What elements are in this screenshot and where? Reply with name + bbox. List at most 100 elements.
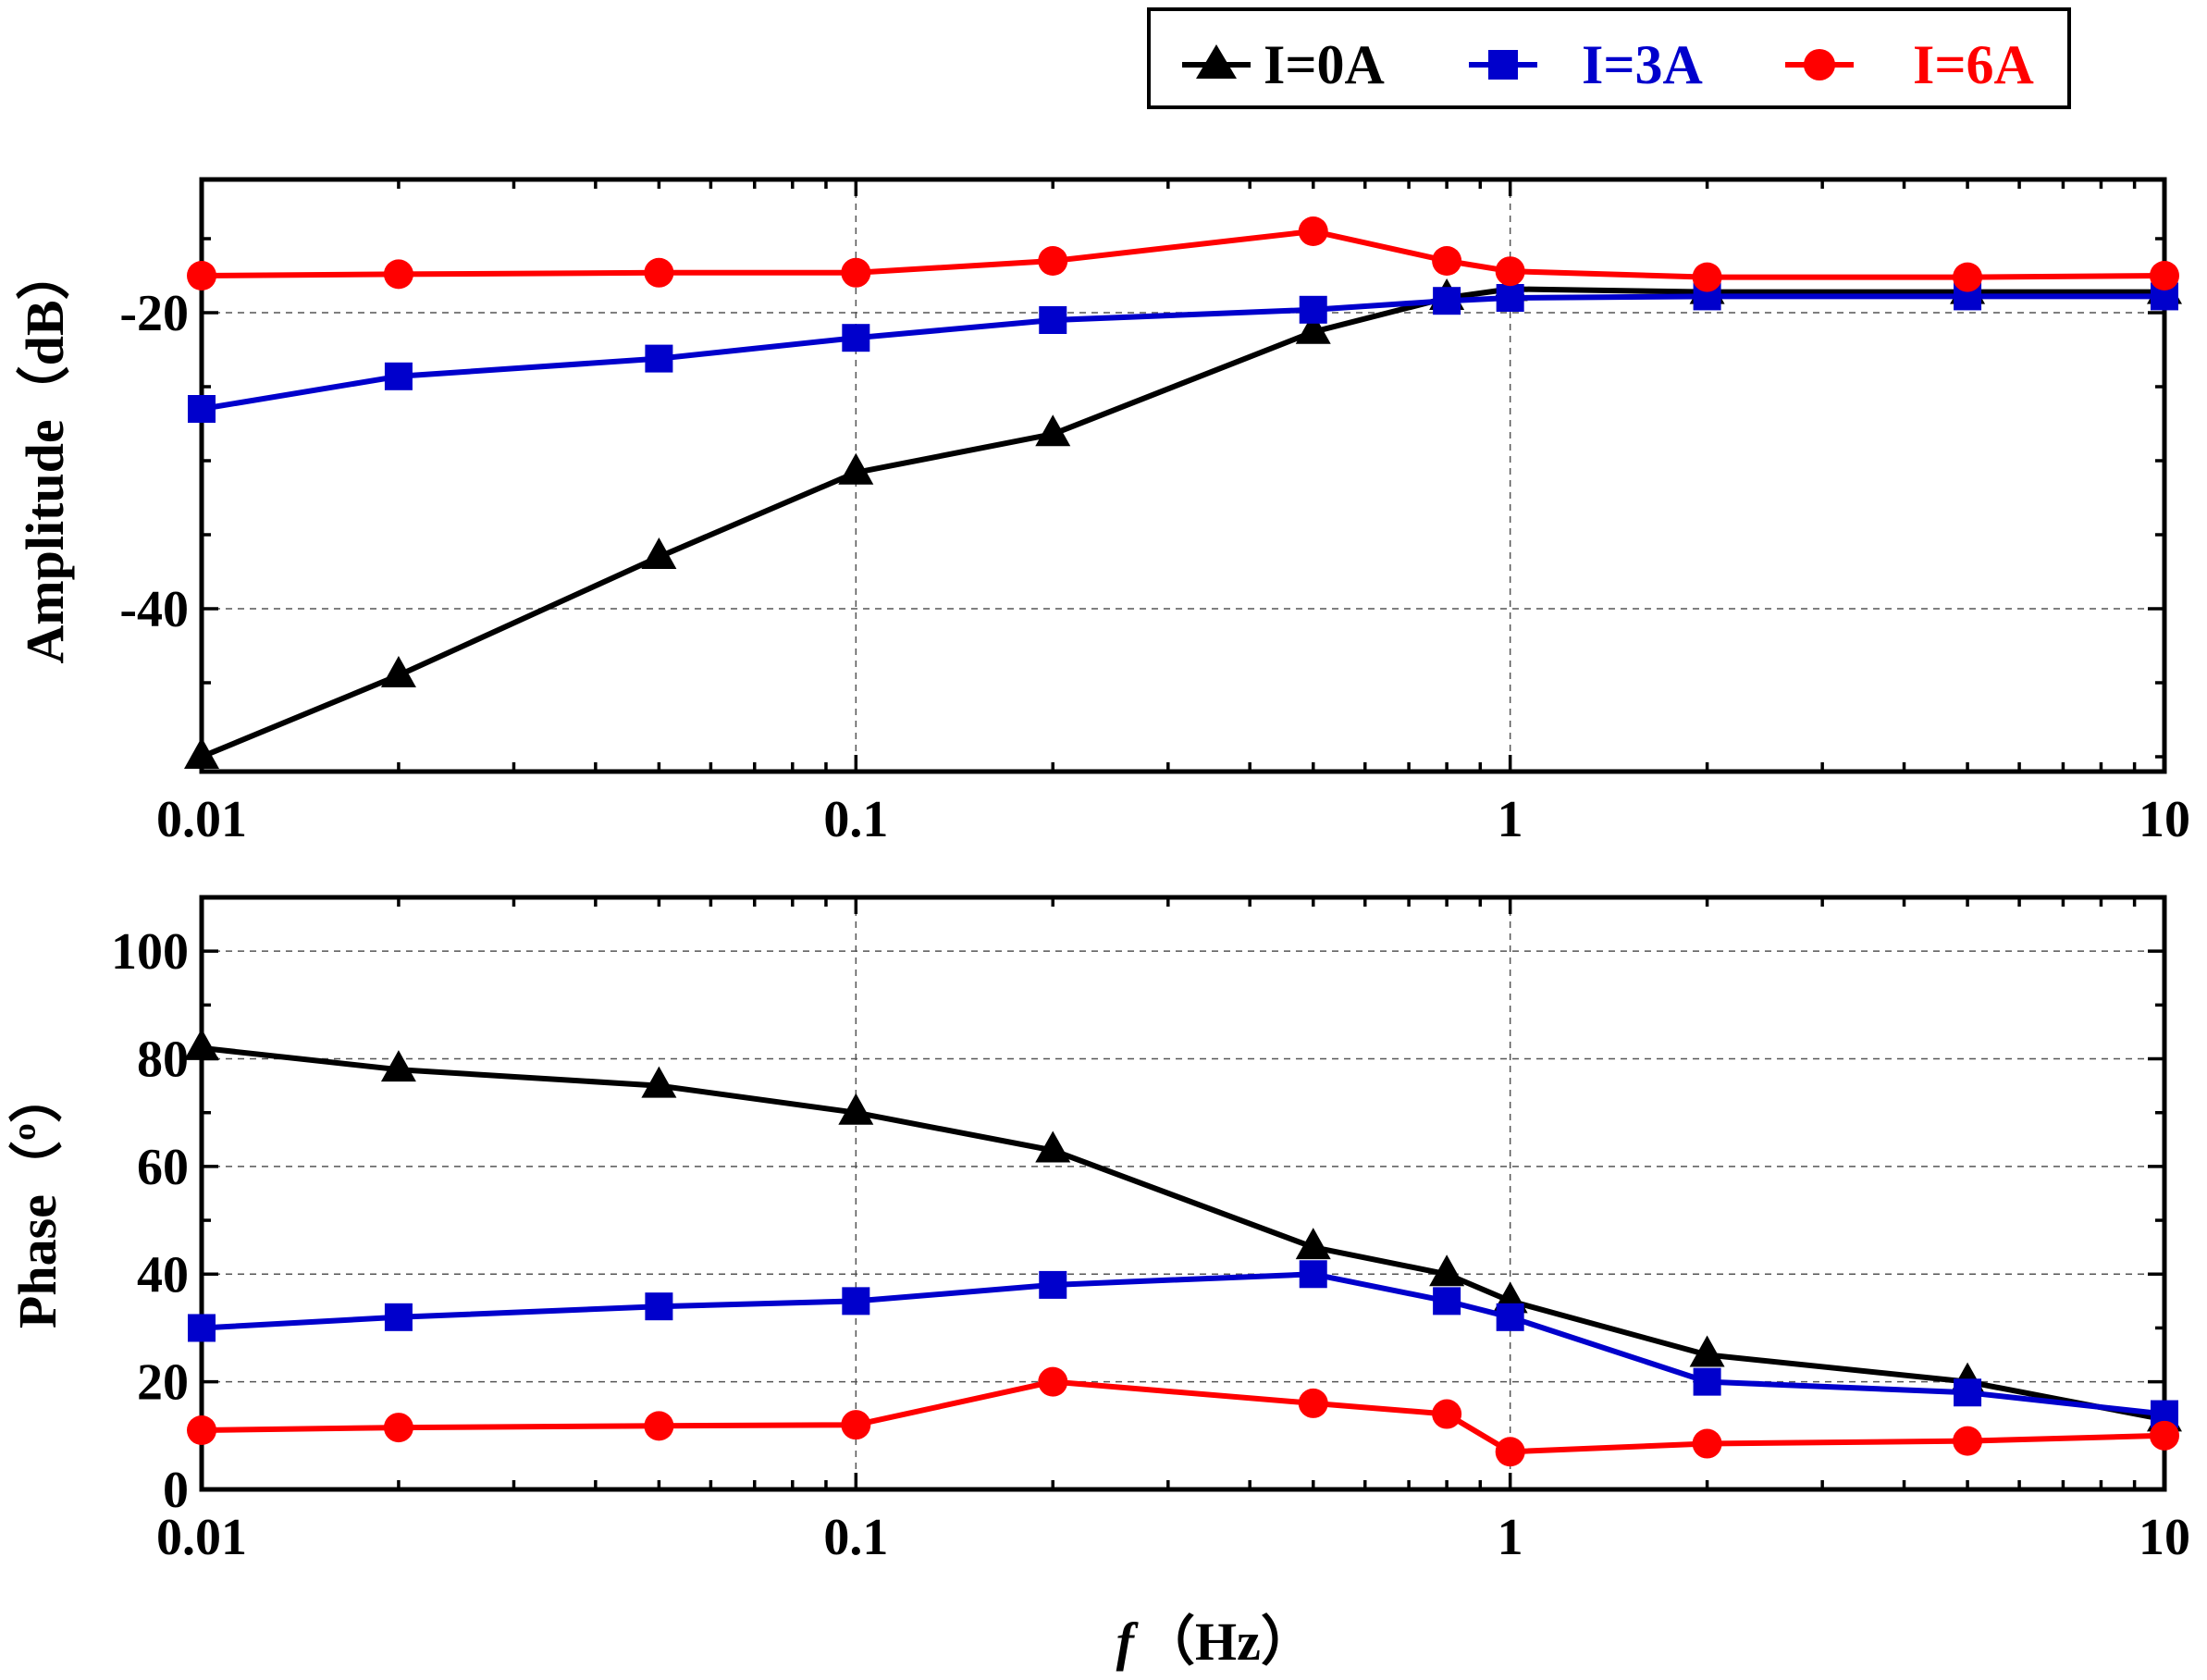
gridlines: [202, 897, 2164, 1490]
data-point-i3a: [1693, 1367, 1721, 1396]
series-i0a: [184, 1028, 2182, 1432]
legend-label-i0a: I=0A: [1264, 34, 1385, 95]
y-tick-label: 40: [137, 1246, 189, 1303]
y-tick-label: 0: [163, 1462, 189, 1519]
data-point-i6a: [1298, 216, 1328, 246]
series-i3a: [188, 282, 2178, 423]
plot-frame: [199, 895, 2167, 1492]
data-point-i3a: [188, 395, 216, 423]
tick-labels: 0.01 0.1 1 10 -20 -40: [119, 285, 2190, 848]
legend-item-i6a: I=6A: [1785, 34, 2034, 95]
amplitude-y-axis-title: Amplitude（dB）: [15, 246, 75, 663]
legend-marker-i3a: [1488, 50, 1518, 80]
y-tick-label: 20: [137, 1354, 189, 1412]
data-point-i0a: [1689, 1335, 1725, 1367]
data-point-i0a: [380, 1050, 416, 1082]
data-point-i3a: [1433, 1287, 1461, 1316]
data-point-i6a: [1495, 1437, 1525, 1467]
data-point-i3a: [1039, 306, 1067, 334]
x-tick-label: 10: [2139, 791, 2190, 848]
legend-marker-i6a: [1804, 49, 1835, 80]
series-i6a: [187, 1366, 2179, 1467]
x-tick-label: 0.01: [156, 791, 247, 848]
data-point-i3a: [1433, 287, 1461, 315]
data-point-i0a: [838, 1093, 874, 1125]
axis-ticks: [200, 896, 2166, 1491]
plot-frame: [199, 177, 2167, 774]
data-point-i6a: [644, 257, 674, 288]
x-tick-label: 0.1: [823, 791, 888, 848]
data-point-i0a: [1035, 414, 1071, 447]
data-point-i3a: [645, 1292, 673, 1321]
data-point-i6a: [841, 1410, 871, 1440]
data-point-i3a: [842, 324, 870, 352]
data-point-i6a: [1432, 1399, 1462, 1429]
data-point-i6a: [2150, 261, 2179, 290]
legend-label-i3a: I=3A: [1582, 34, 1703, 95]
legend-item-i3a: I=3A: [1469, 34, 1703, 95]
series-line-i6a: [201, 1378, 2165, 1455]
legend-box: [1147, 7, 2071, 109]
data-point-i6a: [1038, 1366, 1068, 1397]
data-point-i6a: [2150, 1420, 2179, 1451]
y-tick-label: -20: [119, 285, 189, 342]
data-point-i3a: [188, 1314, 216, 1342]
data-point-i6a: [1432, 246, 1462, 276]
x-axis-title: f （Hz）: [1116, 1612, 1314, 1672]
x-tick-label: 1: [1498, 1509, 1523, 1566]
data-point-i3a: [1299, 295, 1327, 324]
data-point-i6a: [187, 1415, 216, 1445]
data-point-i0a: [1429, 1254, 1465, 1287]
x-tick-label: 0.01: [156, 1509, 247, 1566]
data-point-i0a: [641, 1066, 677, 1098]
data-point-i3a: [384, 1303, 413, 1331]
data-point-i6a: [1038, 246, 1068, 276]
series-i3a: [188, 1260, 2178, 1428]
data-point-i6a: [1692, 1428, 1722, 1459]
x-tick-label: 1: [1498, 791, 1523, 848]
gridlines: [202, 179, 2164, 772]
data-point-i0a: [838, 452, 874, 485]
data-point-i6a: [1298, 1388, 1328, 1418]
x-axis-title-f: f: [1116, 1612, 1140, 1672]
series-i6a: [187, 216, 2179, 292]
x-axis-title-unit: （Hz）: [1141, 1612, 1314, 1672]
data-point-i6a: [1953, 1426, 1983, 1456]
x-tick-label: 0.1: [823, 1509, 888, 1566]
data-point-i3a: [645, 344, 673, 373]
data-point-i6a: [841, 257, 871, 288]
y-tick-label: -40: [119, 581, 189, 638]
data-point-i0a: [641, 537, 677, 569]
data-point-i6a: [1953, 262, 1983, 292]
data-point-i6a: [644, 1411, 674, 1441]
y-tick-label: 100: [111, 923, 189, 981]
data-point-i6a: [383, 1413, 413, 1443]
amplitude-panel: 0.01 0.1 1 10 -20 -40: [119, 177, 2190, 848]
legend: I=0A I=3A I=6A: [1147, 7, 2071, 109]
data-point-i3a: [1496, 1303, 1524, 1331]
data-point-i0a: [184, 1028, 219, 1060]
phase-y-axis-title: Phase（º）: [7, 1069, 68, 1328]
series-line-i0a: [201, 1044, 2165, 1423]
y-tick-label: 80: [137, 1031, 189, 1089]
data-point-i0a: [1295, 312, 1331, 344]
data-point-i6a: [187, 261, 216, 290]
x-tick-label: 10: [2139, 1509, 2190, 1566]
data-point-i3a: [1954, 1378, 1982, 1407]
series-line-i0a: [200, 286, 2164, 760]
y-tick-label: 60: [137, 1139, 189, 1196]
data-point-i6a: [1692, 262, 1722, 292]
series-i0a: [184, 269, 2182, 769]
series-line-i6a: [201, 229, 2165, 280]
data-point-i3a: [842, 1287, 870, 1316]
legend-marker-i0a: [1196, 44, 1237, 79]
data-point-i0a: [1295, 1228, 1331, 1260]
data-point-i3a: [1039, 1270, 1067, 1299]
legend-item-i0a: I=0A: [1182, 34, 1385, 95]
data-point-i6a: [383, 259, 413, 290]
data-point-i3a: [1299, 1260, 1327, 1289]
data-point-i3a: [1496, 284, 1524, 312]
